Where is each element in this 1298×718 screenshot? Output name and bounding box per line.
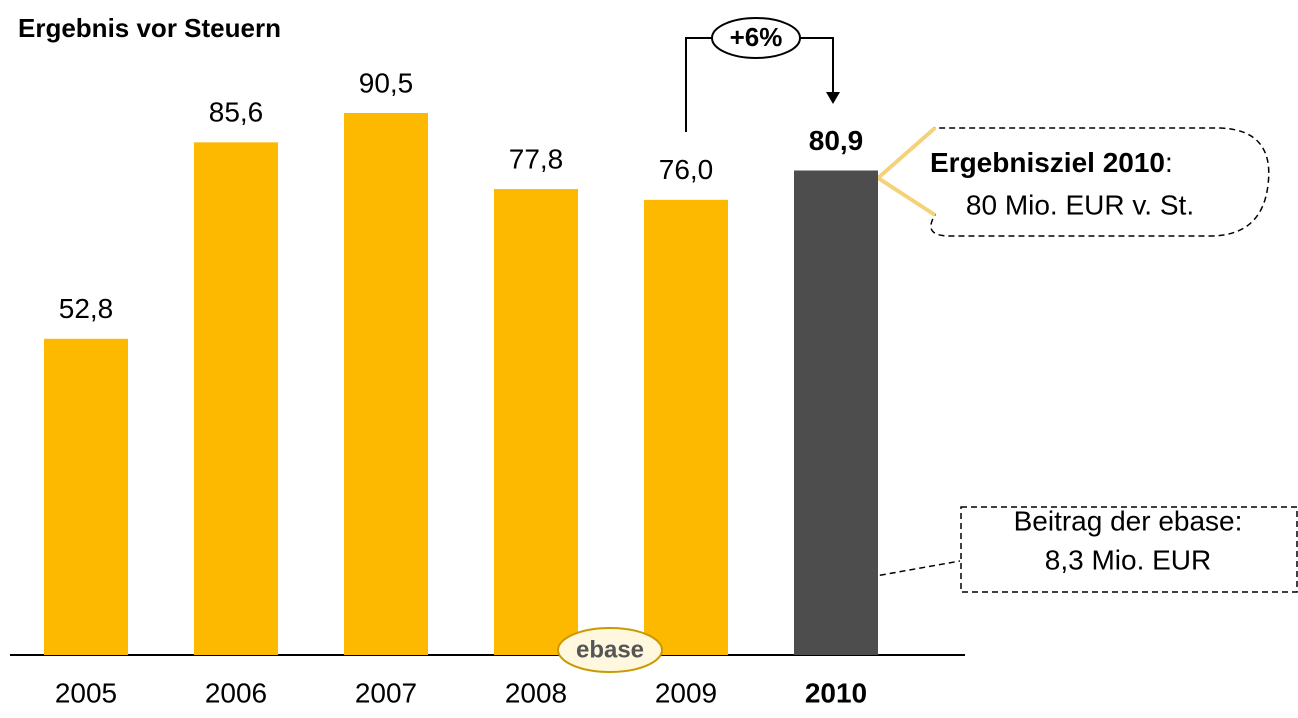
contribution-line1: Beitrag der ebase:	[1014, 505, 1243, 536]
growth-label: +6%	[730, 22, 783, 52]
target-colon: :	[1165, 147, 1173, 178]
x-tick-label: 2005	[55, 677, 117, 708]
growth-arrow	[685, 37, 834, 132]
value-label: 76,0	[659, 154, 714, 185]
value-label: 80,9	[809, 125, 864, 156]
bar	[344, 113, 428, 655]
bar	[644, 199, 728, 655]
x-tick-label: 2006	[205, 677, 267, 708]
logo-oval	[557, 627, 663, 673]
target-title-text: Ergebnisziel 2010	[930, 147, 1165, 178]
contribution-leader	[869, 560, 961, 578]
target-callout	[876, 127, 1270, 237]
value-label: 90,5	[359, 67, 414, 98]
value-label: 77,8	[509, 143, 564, 174]
x-tick-label: 2007	[355, 677, 417, 708]
bar	[44, 338, 128, 655]
growth-oval	[711, 17, 801, 59]
callout-pointer	[876, 126, 937, 217]
contribution-box	[960, 506, 1298, 593]
target-title: Ergebnisziel 2010:	[930, 147, 1173, 178]
logo: ebase	[576, 636, 644, 663]
target-text: 80 Mio. EUR v. St.	[966, 189, 1194, 220]
contribution-line2: 8,3 Mio. EUR	[1045, 544, 1212, 575]
x-tick-label: 2010	[805, 677, 867, 708]
value-label: 52,8	[59, 293, 114, 324]
x-tick-label: 2009	[655, 677, 717, 708]
bar	[494, 189, 578, 655]
x-tick-label: 2008	[505, 677, 567, 708]
bar	[794, 170, 878, 655]
bar	[194, 142, 278, 656]
arrow-head	[826, 92, 840, 104]
value-label: 85,6	[209, 97, 264, 128]
chart-title: Ergebnis vor Steuern	[18, 13, 281, 43]
